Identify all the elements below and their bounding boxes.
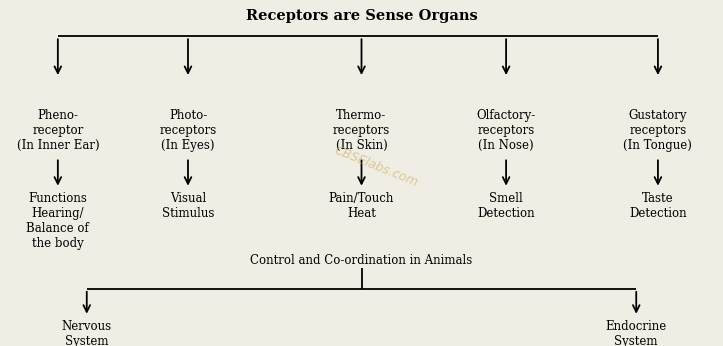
Text: Visual
Stimulus: Visual Stimulus [162,192,214,220]
Text: Pheno-
receptor
(In Inner Ear): Pheno- receptor (In Inner Ear) [17,109,99,152]
Text: Pain/Touch
Heat: Pain/Touch Heat [329,192,394,220]
Text: Smell
Detection: Smell Detection [477,192,535,220]
Text: Thermo-
receptors
(In Skin): Thermo- receptors (In Skin) [333,109,390,152]
Text: Gustatory
receptors
(In Tongue): Gustatory receptors (In Tongue) [623,109,693,152]
Text: Nervous
System: Nervous System [61,320,112,346]
Text: Olfactory-
receptors
(In Nose): Olfactory- receptors (In Nose) [476,109,536,152]
Text: Functions
Hearing/
Balance of
the body: Functions Hearing/ Balance of the body [27,192,89,250]
Text: CBSElabs.com: CBSElabs.com [332,143,420,189]
Text: Endocrine
System: Endocrine System [606,320,667,346]
Text: Control and Co-ordination in Animals: Control and Co-ordination in Animals [250,254,473,267]
Text: Receptors are Sense Organs: Receptors are Sense Organs [246,9,477,22]
Text: Taste
Detection: Taste Detection [629,192,687,220]
Text: Photo-
receptors
(In Eyes): Photo- receptors (In Eyes) [159,109,217,152]
